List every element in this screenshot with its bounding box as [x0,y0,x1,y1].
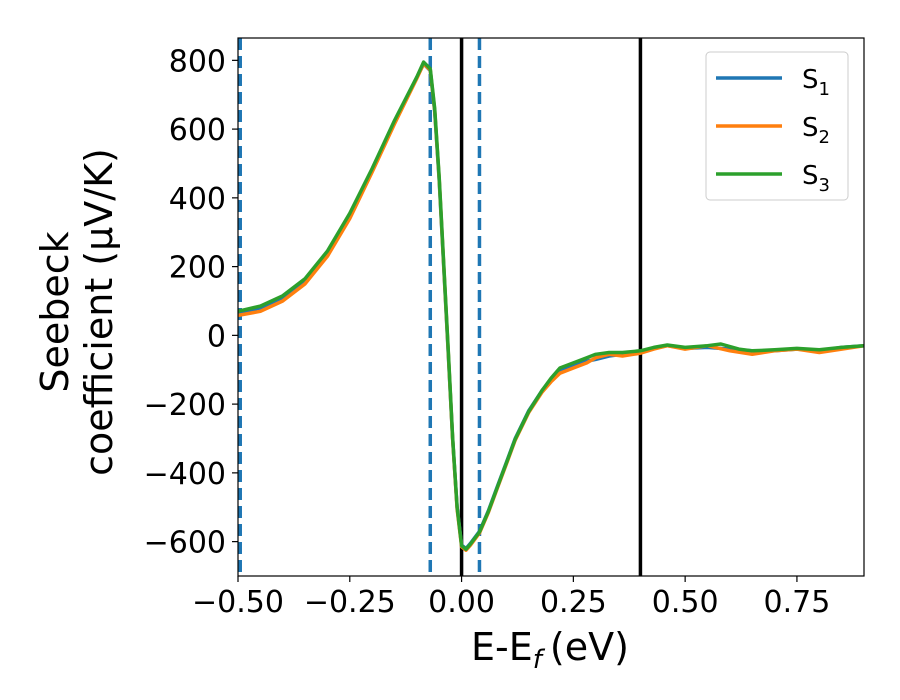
axes-frame [237,37,865,577]
x-tick-label: 0.50 [652,585,719,620]
y-axis-label-line2: coefficient (μV/K) [77,148,121,476]
y-tick-label: −200 [144,388,226,423]
legend-label: S3 [802,161,830,196]
x-axis-label-main: E-E [471,625,533,669]
x-tick-label: −0.50 [192,585,284,620]
y-tick-label: 800 [169,44,226,79]
y-tick-label: 400 [169,182,226,217]
x-axis-label-sub: f [533,645,546,675]
legend-label: S1 [802,65,830,100]
y-axis-label-line1: Seebeck [33,231,77,392]
x-tick-label: 0.25 [540,585,607,620]
x-tick-label: 0.75 [764,585,831,620]
y-tick-label: −400 [144,457,226,492]
x-axis-ticks: −0.50 −0.25 0.00 0.25 0.50 0.75 [192,576,830,620]
y-tick-label: 0 [207,319,226,354]
x-tick-label: −0.25 [304,585,396,620]
x-axis-label-unit: (eV) [550,625,629,669]
x-axis-label: E-Ef (eV) [471,625,629,675]
series-lines [238,60,864,552]
y-tick-label: −600 [144,526,226,561]
legend: S1 S2 S3 [705,51,849,201]
series-line-s3 [238,60,864,551]
x-tick-label: 0.00 [428,585,495,620]
y-tick-label: 600 [169,113,226,148]
y-axis-ticks: −600 −400 −200 0 200 400 600 800 [144,44,238,561]
y-tick-label: 200 [169,251,226,286]
reference-lines [238,38,643,576]
legend-label: S2 [802,113,830,148]
